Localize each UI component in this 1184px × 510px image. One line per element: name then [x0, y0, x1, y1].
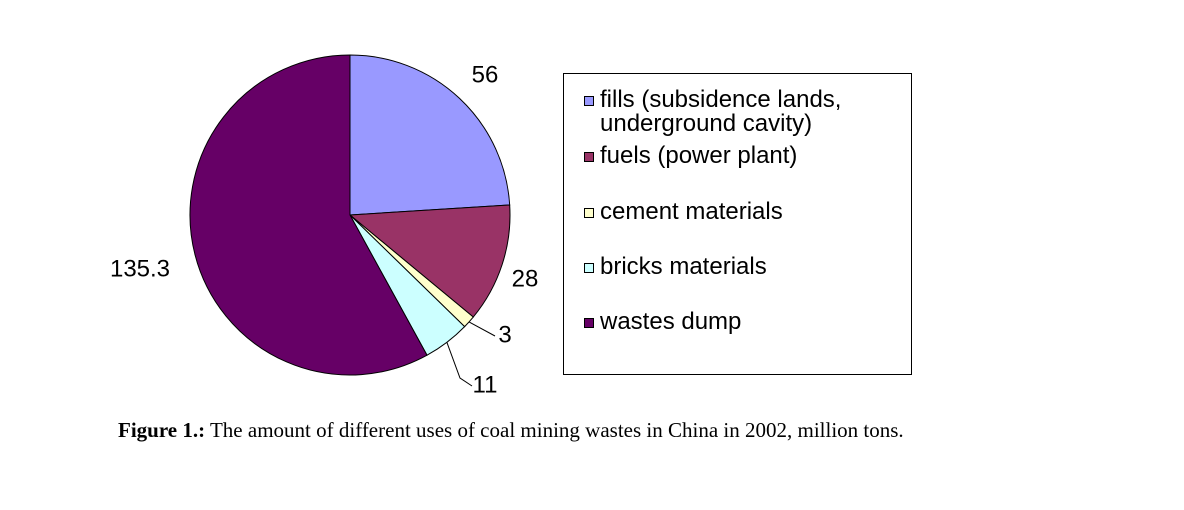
data-label: 135.3 — [110, 255, 170, 282]
legend-label: fuels (power plant) — [600, 142, 798, 169]
legend-swatch — [584, 263, 594, 273]
pie-slice — [189, 54, 428, 376]
data-label: 28 — [512, 265, 539, 292]
legend-entry: wastes dump — [584, 308, 900, 335]
leader-line — [468, 321, 496, 337]
data-label: 3 — [498, 321, 511, 348]
legend-swatch — [584, 208, 594, 218]
legend-swatch — [584, 152, 594, 162]
caption: Figure 1.: The amount of different uses … — [118, 418, 1184, 442]
pie-slice — [348, 204, 511, 318]
caption-text: The amount of different uses of coal min… — [209, 418, 904, 442]
legend-entry: bricks materials — [584, 253, 900, 280]
pie-slice — [349, 54, 511, 216]
legend-label: bricks materials — [600, 253, 767, 280]
legend-swatch — [584, 318, 594, 328]
legend-label: fills (subsidence lands, underground cav… — [600, 86, 842, 137]
chart: 56 28 311 135.3 — [110, 54, 539, 398]
legend-entry: fills (subsidence lands, underground cav… — [584, 86, 900, 137]
legend-entry: fuels (power plant) — [584, 142, 900, 169]
legend-entry: cement materials — [584, 198, 900, 225]
data-label: 56 — [472, 61, 499, 88]
data-label: 11 — [473, 371, 498, 398]
caption-label: Figure 1.: — [118, 418, 206, 442]
legend-label: wastes dump — [600, 308, 742, 335]
leader-line — [446, 342, 473, 387]
legend-label: cement materials — [600, 198, 783, 225]
legend-swatch — [584, 96, 594, 106]
legend: fills (subsidence lands, underground cav… — [563, 73, 912, 375]
